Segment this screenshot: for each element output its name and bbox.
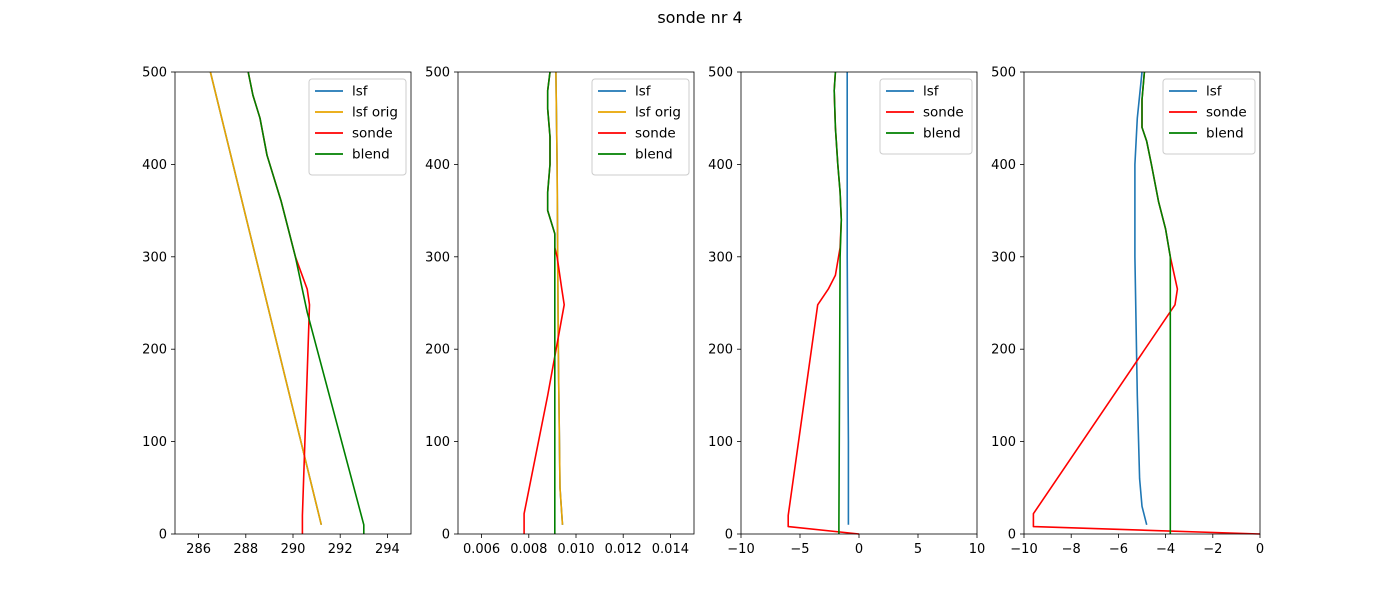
y-tick-label: 500 bbox=[142, 66, 167, 81]
x-tick-label: −2 bbox=[1203, 542, 1222, 557]
x-tick-label: 0.012 bbox=[605, 542, 642, 557]
y-tick-label: 500 bbox=[425, 66, 450, 81]
x-tick-label: −4 bbox=[1156, 542, 1175, 557]
legend: lsf sonde blend bbox=[879, 78, 973, 155]
y-tick-label: 100 bbox=[425, 435, 450, 450]
legend-label: blend bbox=[923, 126, 961, 142]
y-tick-label: 200 bbox=[708, 343, 733, 358]
series-line-sonde bbox=[247, 71, 311, 534]
legend-box bbox=[591, 78, 690, 176]
y-tick-label: 400 bbox=[142, 158, 167, 173]
axes-frame bbox=[1023, 71, 1261, 535]
legend-label: lsf bbox=[352, 84, 369, 100]
series-line-blend bbox=[833, 71, 843, 534]
y-tick-label: 200 bbox=[991, 343, 1016, 358]
x-tick-label: 0.008 bbox=[510, 542, 547, 557]
y-tick-label: 200 bbox=[142, 343, 167, 358]
x-tick-label: 10 bbox=[969, 542, 986, 557]
legend-label: blend bbox=[1206, 126, 1244, 142]
series-line-lsf-orig bbox=[555, 71, 564, 525]
subplot-4: −10 −8 −6 −4 −2 0 0 100 200 300 400 500 lsf sonde blen… bbox=[991, 66, 1264, 558]
legend-label: lsf orig bbox=[352, 105, 398, 121]
y-tick-label: 100 bbox=[708, 435, 733, 450]
legend-label: blend bbox=[352, 147, 390, 163]
series-line-blend bbox=[247, 71, 365, 534]
x-tick-label: 0 bbox=[855, 542, 863, 557]
x-tick-label: −10 bbox=[1010, 542, 1037, 557]
x-tick-label: −6 bbox=[1109, 542, 1128, 557]
y-tick-label: 400 bbox=[708, 158, 733, 173]
y-tick-label: 200 bbox=[425, 343, 450, 358]
legend-box bbox=[879, 78, 973, 155]
x-tick-label: 5 bbox=[914, 542, 922, 557]
y-tick-label: 0 bbox=[159, 528, 167, 543]
legend-label: sonde bbox=[923, 105, 964, 121]
y-tick-label: 300 bbox=[991, 250, 1016, 265]
legend-label: sonde bbox=[1206, 105, 1247, 121]
x-tick-label: 292 bbox=[328, 542, 353, 557]
legend: lsf lsf orig sonde blend bbox=[591, 78, 690, 176]
x-tick-label: 0 bbox=[1256, 542, 1264, 557]
legend-box bbox=[308, 78, 407, 176]
x-tick-label: 288 bbox=[233, 542, 258, 557]
y-tick-label: 400 bbox=[425, 158, 450, 173]
series-line-lsf bbox=[846, 72, 850, 525]
x-tick-label: −5 bbox=[790, 542, 809, 557]
subplot-2: 0.006 0.008 0.010 0.012 0.014 0 100 200 300 400 50… bbox=[425, 66, 695, 557]
legend-label: lsf orig bbox=[635, 105, 681, 121]
x-tick-label: −8 bbox=[1062, 542, 1081, 557]
y-tick-label: 500 bbox=[708, 66, 733, 81]
y-tick-label: 500 bbox=[991, 66, 1016, 81]
subplot-1: 286 288 290 292 294 0 100 200 300 400 500 lsf lsf or… bbox=[142, 66, 412, 557]
series-line-blend bbox=[1141, 71, 1172, 534]
x-tick-label: −10 bbox=[727, 542, 754, 557]
legend-box bbox=[1162, 78, 1256, 155]
x-tick-label: 294 bbox=[375, 542, 400, 557]
legend: lsf lsf orig sonde blend bbox=[308, 78, 407, 176]
x-tick-label: 0.010 bbox=[557, 542, 594, 557]
legend-label: sonde bbox=[635, 126, 676, 142]
y-tick-label: 100 bbox=[991, 435, 1016, 450]
y-tick-label: 300 bbox=[708, 250, 733, 265]
y-tick-label: 300 bbox=[425, 250, 450, 265]
series-line-lsf-orig bbox=[209, 71, 323, 525]
y-tick-label: 300 bbox=[142, 250, 167, 265]
y-tick-label: 0 bbox=[725, 528, 733, 543]
x-tick-label: 0.006 bbox=[463, 542, 500, 557]
figure-title: sonde nr 4 bbox=[657, 8, 743, 27]
legend: lsf sonde blend bbox=[1162, 78, 1256, 155]
y-tick-label: 0 bbox=[1008, 528, 1016, 543]
legend-label: lsf bbox=[635, 84, 652, 100]
x-tick-label: 286 bbox=[186, 542, 211, 557]
series-line-lsf bbox=[1134, 71, 1148, 525]
legend-label: sonde bbox=[352, 126, 393, 142]
x-tick-label: 290 bbox=[281, 542, 306, 557]
y-tick-label: 400 bbox=[991, 158, 1016, 173]
legend-label: lsf bbox=[923, 84, 940, 100]
y-tick-label: 100 bbox=[142, 435, 167, 450]
y-tick-label: 0 bbox=[442, 528, 450, 543]
legend-label: blend bbox=[635, 147, 673, 163]
x-tick-label: 0.014 bbox=[652, 542, 689, 557]
legend-label: lsf bbox=[1206, 84, 1223, 100]
series-line-blend bbox=[546, 71, 556, 534]
